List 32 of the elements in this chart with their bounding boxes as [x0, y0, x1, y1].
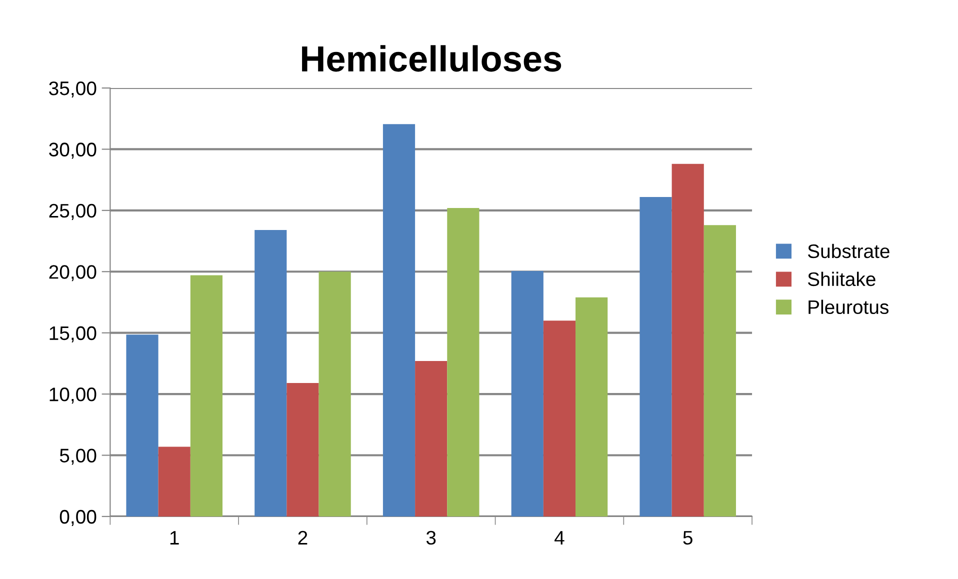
y-tick-label: 30,00 [49, 142, 96, 159]
bar [576, 297, 608, 516]
bar [126, 334, 158, 516]
bar [543, 320, 576, 516]
bar [254, 230, 287, 516]
y-tick-label: 15,00 [50, 326, 96, 342]
bar [318, 272, 351, 516]
x-tick-label: 3 [426, 530, 436, 545]
bar [704, 225, 736, 516]
bar [415, 361, 448, 516]
legend-label: Substrate [808, 244, 890, 258]
x-tick-label: 4 [554, 531, 564, 544]
y-tick-label: 35,00 [49, 81, 96, 98]
y-tick-label: 0,00 [60, 510, 96, 526]
x-tick-label: 1 [170, 531, 179, 544]
legend-label: Shiitake [808, 272, 876, 286]
y-tick-label: 5,00 [60, 448, 96, 465]
bar [382, 124, 416, 516]
bar [640, 196, 672, 516]
chart-title: Hemicelluloses [302, 45, 562, 72]
bar [286, 383, 319, 516]
bar [672, 164, 704, 516]
bar [447, 208, 480, 516]
bar [511, 271, 544, 516]
y-tick-label: 25,00 [49, 204, 96, 220]
legend-label: Pleurotus [808, 300, 889, 314]
y-tick-label: 10,00 [50, 388, 96, 404]
bar [190, 275, 222, 516]
y-tick-label: 20,00 [49, 265, 96, 282]
bar [158, 446, 190, 516]
x-tick-label: 2 [298, 530, 308, 544]
x-tick-label: 5 [683, 531, 692, 545]
